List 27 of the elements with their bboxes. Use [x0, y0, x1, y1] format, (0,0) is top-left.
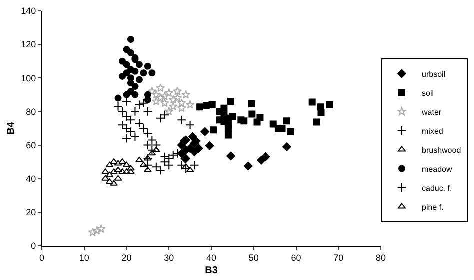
legend-label: water — [421, 108, 442, 117]
y-tick-label: 40 — [26, 174, 36, 184]
y-tick-label: 120 — [21, 40, 36, 50]
y-tick-label: 60 — [26, 140, 36, 150]
legend-label: mixed — [422, 126, 444, 136]
y-tick-label: 100 — [21, 73, 36, 84]
legend-label: urbsoil — [422, 70, 446, 79]
y-tick-label: 20 — [26, 208, 36, 218]
x-axis-title: B3 — [205, 265, 218, 276]
x-tick-label: 80 — [376, 252, 386, 263]
legend-label: pine f. — [422, 202, 444, 212]
x-tick-label: 10 — [79, 252, 90, 263]
x-tick-label: 30 — [164, 252, 174, 263]
x-tick-label: 20 — [122, 252, 132, 263]
x-tick-label: 50 — [248, 252, 259, 263]
x-tick-label: 60 — [291, 252, 302, 263]
x-tick-label: 40 — [206, 252, 217, 263]
x-tick-label: 70 — [334, 252, 344, 263]
y-axis-title: B4 — [6, 122, 18, 135]
y-tick-label: 0 — [31, 241, 36, 252]
x-tick-label: 0 — [39, 252, 45, 263]
legend-label: meadow — [422, 164, 452, 174]
legend-label: soil — [422, 88, 434, 98]
legend-label: brushwood — [422, 146, 462, 155]
y-tick-label: 80 — [26, 106, 36, 117]
y-tick-label: 140 — [21, 6, 36, 16]
legend-label: caduc. f. — [422, 184, 452, 193]
